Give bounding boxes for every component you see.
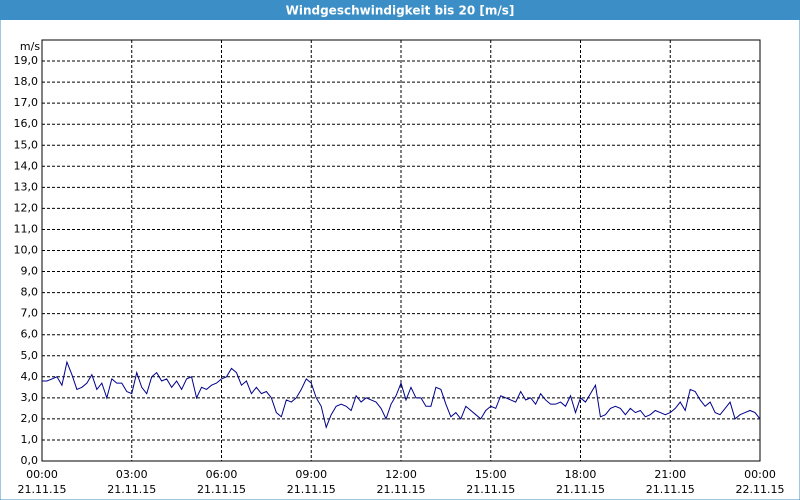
x-tick-date: 21.11.15 <box>287 483 336 496</box>
y-tick-label: 3,0 <box>21 391 39 404</box>
y-tick-label: 9,0 <box>21 265 39 278</box>
x-tick-label: 06:00 <box>206 468 238 481</box>
x-tick-label: 21:00 <box>654 468 686 481</box>
x-tick-date: 21.11.15 <box>646 483 695 496</box>
x-tick-label: 00:00 <box>744 468 776 481</box>
x-tick-label: 18:00 <box>565 468 597 481</box>
chart-title: Windgeschwindigkeit bis 20 [m/s] <box>286 4 515 18</box>
x-tick-label: 15:00 <box>475 468 507 481</box>
y-tick-label: 10,0 <box>14 244 39 257</box>
y-tick-label: 15,0 <box>14 138 39 151</box>
y-tick-label: 13,0 <box>14 180 39 193</box>
y-tick-label: 17,0 <box>14 96 39 109</box>
y-tick-label: 18,0 <box>14 75 39 88</box>
y-tick-label: 4,0 <box>21 370 39 383</box>
y-tick-label: 6,0 <box>21 328 39 341</box>
x-tick-date: 21.11.15 <box>377 483 426 496</box>
x-tick-date: 22.11.15 <box>736 483 785 496</box>
y-tick-label: 1,0 <box>21 433 39 446</box>
x-tick-label: 00:00 <box>26 468 58 481</box>
y-tick-label: 2,0 <box>21 412 39 425</box>
x-tick-date: 21.11.15 <box>197 483 246 496</box>
x-tick-label: 09:00 <box>295 468 327 481</box>
y-tick-label: 16,0 <box>14 117 39 130</box>
plot-frame <box>41 39 761 462</box>
y-tick-label: 11,0 <box>14 222 39 235</box>
y-tick-label: 5,0 <box>21 349 39 362</box>
y-tick-label: 8,0 <box>21 286 39 299</box>
y-tick-label: 12,0 <box>14 201 39 214</box>
x-tick-date: 21.11.15 <box>466 483 515 496</box>
x-tick-date: 21.11.15 <box>107 483 156 496</box>
x-tick-label: 03:00 <box>116 468 148 481</box>
x-tick-date: 21.11.15 <box>556 483 605 496</box>
x-tick-label: 12:00 <box>385 468 417 481</box>
y-tick-label: 0,0 <box>21 454 39 467</box>
y-tick-label: 19,0 <box>14 54 39 67</box>
y-tick-label: 14,0 <box>14 159 39 172</box>
data-line <box>42 360 761 429</box>
title-bar <box>0 0 800 20</box>
x-tick-date: 21.11.15 <box>18 483 67 496</box>
y-unit: m/s <box>20 40 40 53</box>
y-tick-label: 7,0 <box>21 307 39 320</box>
